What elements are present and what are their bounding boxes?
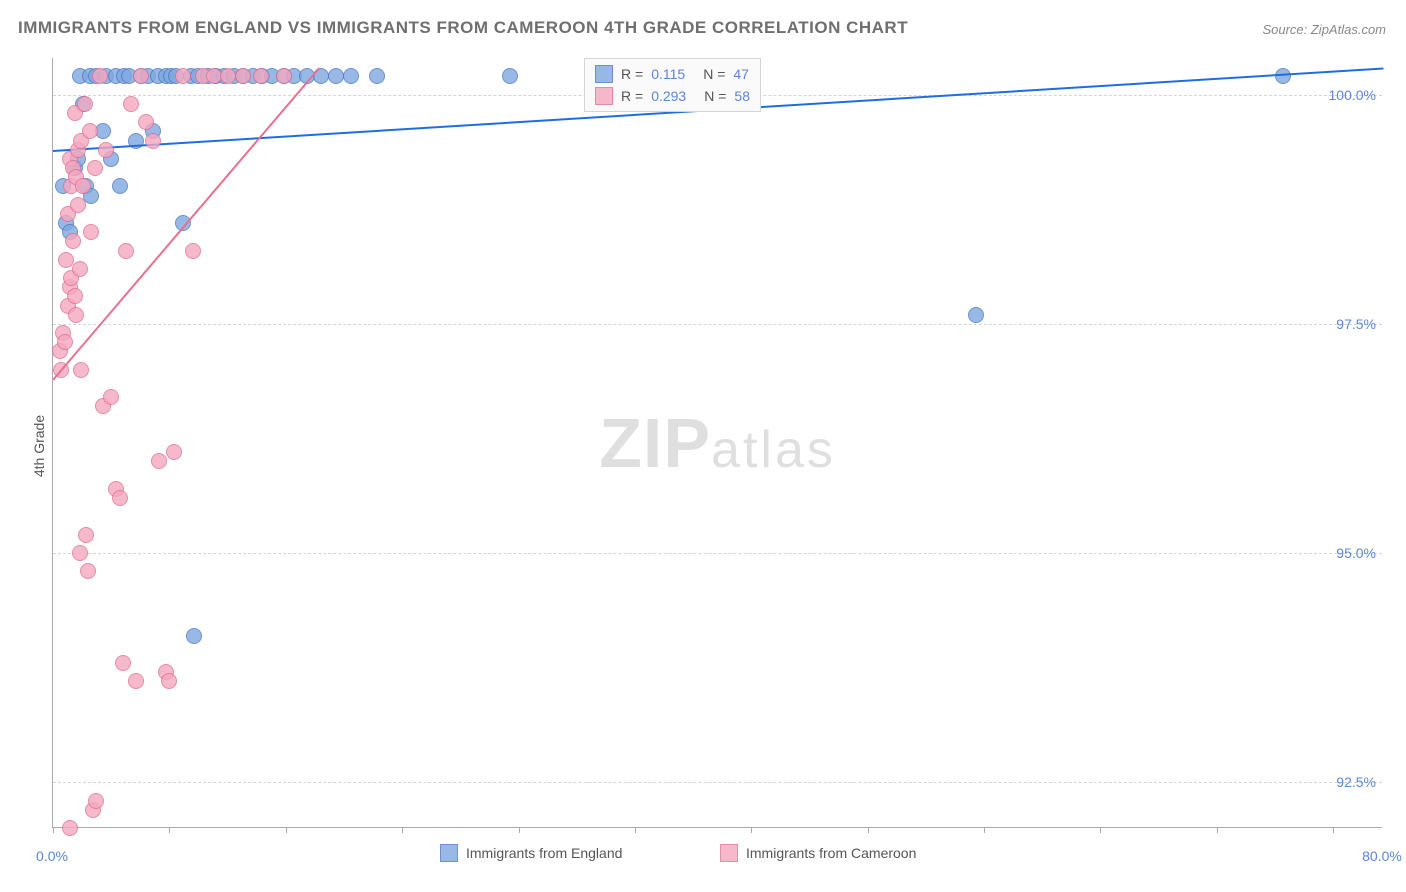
x-tick: [635, 827, 636, 833]
legend-label: Immigrants from Cameroon: [746, 845, 916, 861]
scatter-point: [968, 307, 984, 323]
legend-label: Immigrants from England: [466, 845, 622, 861]
legend-row: R = 0.115 N = 47: [595, 63, 750, 85]
correlation-legend: R = 0.115 N = 47 R = 0.293 N = 58: [584, 58, 761, 112]
scatter-point: [369, 68, 385, 84]
scatter-plot-area: ZIPatlas 92.5% 95.0% 97.5% 100.0%: [52, 58, 1382, 828]
x-tick: [751, 827, 752, 833]
series-legend-item: Immigrants from Cameroon: [720, 844, 916, 862]
scatter-point: [151, 453, 167, 469]
gridline: [53, 324, 1382, 325]
legend-swatch: [440, 844, 458, 862]
x-tick: [286, 827, 287, 833]
scatter-point: [253, 68, 269, 84]
chart-title: IMMIGRANTS FROM ENGLAND VS IMMIGRANTS FR…: [18, 18, 908, 38]
watermark-atlas: atlas: [711, 421, 836, 479]
scatter-point: [118, 243, 134, 259]
scatter-point: [88, 793, 104, 809]
scatter-point: [328, 68, 344, 84]
n-label: N =: [704, 88, 726, 104]
scatter-point: [186, 628, 202, 644]
legend-row: R = 0.293 N = 58: [595, 85, 750, 107]
x-tick: [519, 827, 520, 833]
scatter-point: [92, 68, 108, 84]
legend-swatch: [720, 844, 738, 862]
r-value: 0.293: [651, 88, 686, 104]
scatter-point: [103, 389, 119, 405]
y-tick-label: 92.5%: [1336, 774, 1376, 790]
scatter-point: [1275, 68, 1291, 84]
gridline: [53, 782, 1382, 783]
scatter-point: [65, 233, 81, 249]
legend-swatch: [595, 65, 613, 83]
y-tick-label: 97.5%: [1336, 316, 1376, 332]
r-label: R =: [621, 66, 643, 82]
scatter-point: [62, 820, 78, 836]
scatter-point: [72, 545, 88, 561]
watermark: ZIPatlas: [599, 403, 836, 483]
scatter-point: [82, 123, 98, 139]
y-tick-label: 100.0%: [1329, 87, 1376, 103]
scatter-point: [161, 673, 177, 689]
x-tick: [1100, 827, 1101, 833]
n-label: N =: [703, 66, 725, 82]
scatter-point: [83, 224, 99, 240]
scatter-point: [166, 444, 182, 460]
x-tick: [868, 827, 869, 833]
scatter-point: [112, 490, 128, 506]
x-tick: [53, 827, 54, 833]
scatter-point: [68, 307, 84, 323]
legend-swatch: [595, 87, 613, 105]
scatter-point: [72, 261, 88, 277]
series-legend-item: Immigrants from England: [440, 844, 622, 862]
scatter-point: [70, 197, 86, 213]
scatter-point: [276, 68, 292, 84]
chart-source: Source: ZipAtlas.com: [1262, 22, 1386, 37]
x-tick: [402, 827, 403, 833]
scatter-point: [75, 178, 91, 194]
scatter-point: [343, 68, 359, 84]
scatter-point: [112, 178, 128, 194]
scatter-point: [57, 334, 73, 350]
scatter-point: [67, 288, 83, 304]
scatter-point: [220, 68, 236, 84]
x-tick-label: 80.0%: [1362, 848, 1402, 864]
x-tick-label: 0.0%: [36, 848, 68, 864]
scatter-point: [78, 527, 94, 543]
x-tick: [1333, 827, 1334, 833]
r-label: R =: [621, 88, 643, 104]
scatter-point: [128, 673, 144, 689]
x-tick: [169, 827, 170, 833]
n-value: 47: [733, 66, 749, 82]
y-tick-label: 95.0%: [1336, 545, 1376, 561]
scatter-point: [175, 68, 191, 84]
scatter-point: [185, 243, 201, 259]
scatter-point: [123, 96, 139, 112]
watermark-zip: ZIP: [599, 404, 711, 482]
r-value: 0.115: [651, 66, 685, 82]
scatter-point: [80, 563, 96, 579]
scatter-point: [73, 362, 89, 378]
scatter-point: [115, 655, 131, 671]
scatter-point: [138, 114, 154, 130]
scatter-point: [77, 96, 93, 112]
scatter-point: [145, 133, 161, 149]
scatter-point: [87, 160, 103, 176]
n-value: 58: [734, 88, 750, 104]
scatter-point: [133, 68, 149, 84]
scatter-point: [235, 68, 251, 84]
x-tick: [984, 827, 985, 833]
x-tick: [1217, 827, 1218, 833]
y-axis-label: 4th Grade: [31, 415, 47, 477]
scatter-point: [502, 68, 518, 84]
scatter-point: [98, 142, 114, 158]
gridline: [53, 553, 1382, 554]
